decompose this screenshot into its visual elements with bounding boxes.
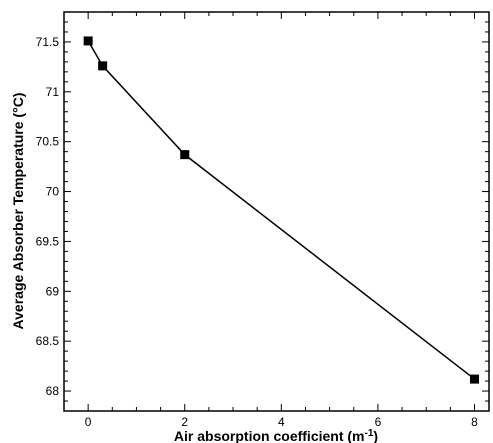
series-group bbox=[83, 36, 480, 384]
data-point bbox=[180, 150, 190, 160]
series-line bbox=[87, 40, 475, 380]
data-point bbox=[83, 36, 93, 46]
y-tick-label: 69.5 bbox=[36, 234, 60, 248]
plot-frame bbox=[63, 11, 490, 412]
y-tick-label: 71 bbox=[46, 85, 60, 99]
x-axis-title-main: Air absorption coefficient (m bbox=[174, 428, 365, 443]
data-point bbox=[98, 61, 108, 71]
y-tick-label: 69 bbox=[46, 284, 60, 298]
y-tick-label: 70 bbox=[46, 185, 60, 199]
y-tick-label: 70.5 bbox=[36, 135, 60, 149]
x-axis-title-end: ) bbox=[373, 428, 378, 443]
x-tick-label: 6 bbox=[375, 415, 382, 429]
axis-ticks bbox=[63, 11, 489, 411]
y-axis-title: Average Absorber Temperature (°C) bbox=[10, 93, 26, 330]
x-axis-title: Air absorption coefficient (m-1) bbox=[174, 428, 378, 443]
x-axis-title-superscript: -1 bbox=[365, 428, 374, 439]
x-tick-label: 8 bbox=[471, 415, 478, 429]
y-tick-label: 71.5 bbox=[36, 35, 60, 49]
y-tick-label: 68.5 bbox=[36, 334, 60, 348]
x-tick-label: 2 bbox=[181, 415, 188, 429]
x-tick-label: 4 bbox=[278, 415, 285, 429]
x-tick-label: 0 bbox=[85, 415, 92, 429]
data-point bbox=[470, 374, 480, 384]
y-tick-label: 68 bbox=[46, 384, 60, 398]
